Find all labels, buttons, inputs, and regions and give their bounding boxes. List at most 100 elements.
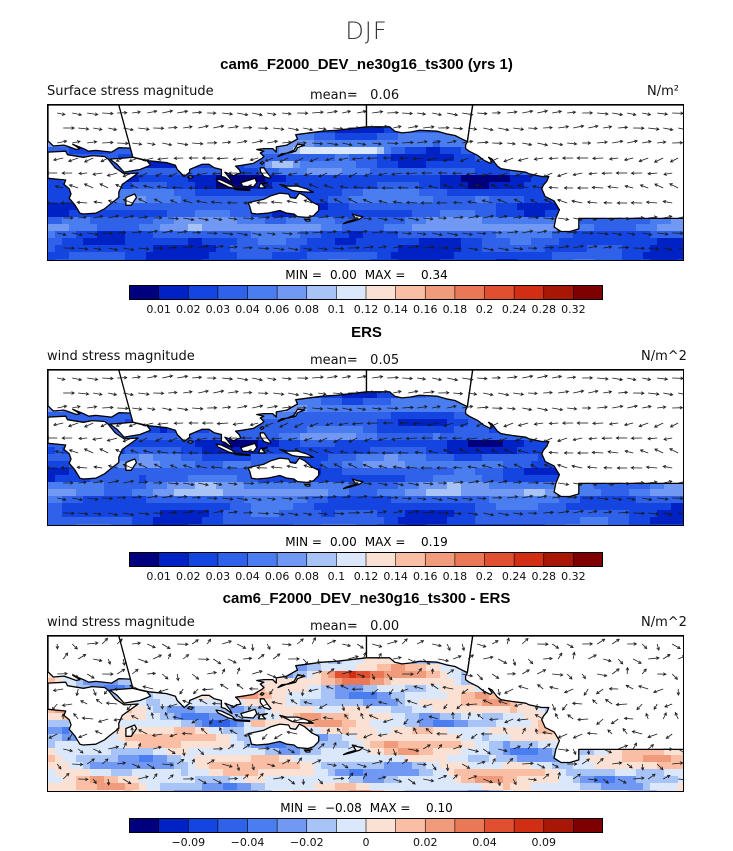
field-cell (153, 217, 161, 225)
field-cell (643, 482, 651, 490)
field-cell (181, 224, 189, 232)
field-cell (363, 140, 371, 148)
field-cell (139, 454, 147, 462)
field-cell (342, 203, 350, 211)
wind-vector (303, 127, 314, 132)
wind-vector-head (625, 245, 630, 250)
field-cell (216, 168, 224, 176)
field-cell (594, 224, 602, 232)
field-cell (412, 426, 420, 434)
field-cell (412, 140, 420, 148)
field-cell (258, 482, 266, 490)
field-cell (559, 259, 567, 260)
field-cell (160, 259, 168, 260)
wind-vector-shaft (498, 172, 508, 177)
field-cell (293, 238, 301, 246)
field-cell (587, 238, 595, 246)
wind-vector (87, 140, 98, 144)
wind-vector-head (295, 127, 300, 132)
field-cell (48, 238, 56, 246)
field-cell (111, 210, 119, 218)
field-cell (405, 245, 413, 253)
field-cell (69, 147, 77, 155)
field-cell (237, 175, 245, 183)
field-cell (244, 224, 252, 232)
field-cell (272, 161, 280, 169)
wind-vector (279, 157, 289, 163)
wind-vector (462, 112, 474, 117)
field-cell (83, 489, 91, 497)
field-cell (55, 224, 63, 232)
wind-vector-shaft (663, 247, 672, 251)
wind-vector-head (608, 125, 613, 129)
wind-vector (237, 139, 248, 144)
field-cell (279, 259, 287, 260)
field-cell (174, 231, 182, 239)
wind-vector-shaft (288, 127, 299, 131)
wind-vector (138, 172, 148, 178)
field-cell (69, 475, 77, 483)
wind-vector-shaft (183, 217, 194, 221)
field-cell (349, 189, 357, 197)
field-cell (517, 238, 525, 246)
field-cell (209, 252, 217, 260)
field-cell (132, 433, 140, 441)
wind-vector-head (130, 184, 134, 188)
field-cell (405, 189, 413, 197)
field-cell (209, 217, 217, 225)
field-cell (111, 203, 119, 211)
field-cell (314, 245, 322, 253)
field-cell (496, 259, 504, 260)
wind-vector (182, 199, 193, 204)
field-cell (538, 175, 546, 183)
wind-vector-head (324, 247, 328, 251)
land-polygon (247, 192, 320, 219)
field-cell (209, 210, 217, 218)
field-cell (356, 133, 364, 141)
wind-vector (327, 230, 337, 234)
field-cell (160, 468, 168, 476)
wind-vector (623, 157, 634, 162)
field-cell (433, 447, 441, 455)
field-cell (615, 217, 623, 225)
wind-vector (333, 126, 344, 131)
field-cell (496, 203, 504, 211)
wind-vector-shaft (55, 185, 64, 189)
wind-vector-shaft (423, 246, 434, 249)
field-cell (433, 426, 441, 434)
wind-vector (237, 112, 249, 117)
field-cell (223, 475, 231, 483)
wind-vector-shaft (108, 247, 118, 251)
field-cell (517, 217, 525, 225)
field-cell (335, 252, 343, 260)
wind-vector-head (71, 126, 76, 130)
field-cell (433, 133, 441, 141)
field-cell (363, 196, 371, 204)
field-cell (440, 133, 448, 141)
wind-vector (294, 157, 304, 163)
wind-vector-head (211, 171, 216, 176)
field-cell (496, 440, 504, 448)
field-cell (503, 224, 511, 232)
wind-vector (633, 246, 646, 251)
wind-vector (498, 127, 510, 132)
wind-vector-head (370, 125, 375, 129)
wind-vector-head (288, 111, 292, 116)
wind-vector-shaft (468, 127, 477, 130)
field-cell (650, 238, 658, 246)
wind-vector (481, 199, 493, 204)
wind-vector-shaft (513, 247, 523, 250)
field-cell (223, 189, 231, 197)
wind-vector (366, 186, 379, 190)
field-cell (426, 154, 434, 162)
wind-vector-head (205, 244, 210, 249)
field-cell (412, 252, 420, 260)
field-cell (349, 391, 357, 399)
field-cell (230, 210, 238, 218)
wind-vector-shaft (273, 247, 284, 250)
field-cell (678, 238, 683, 246)
wind-vector-shaft (312, 111, 324, 114)
field-cell (300, 447, 308, 455)
field-cell (524, 475, 532, 483)
wind-vector-head (61, 112, 66, 116)
